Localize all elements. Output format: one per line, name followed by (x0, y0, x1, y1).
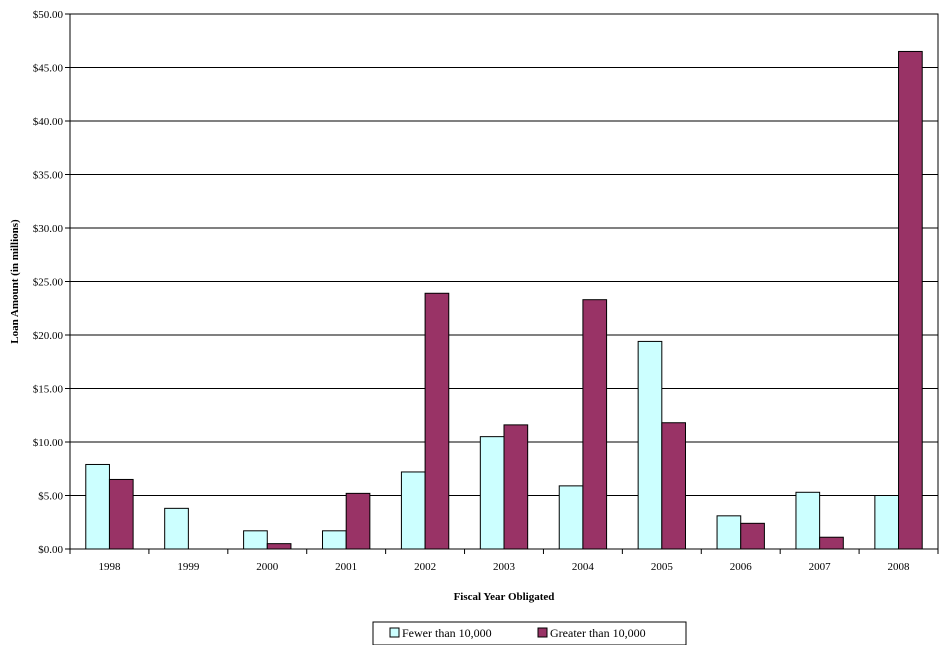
x-tick-label: 2000 (256, 561, 279, 573)
y-tick-label: $35.00 (33, 170, 64, 182)
bar (819, 536, 844, 550)
x-tick-label: 1999 (177, 561, 200, 573)
legend-label: Fewer than 10,000 (402, 626, 492, 640)
x-tick-label: 2004 (572, 561, 595, 573)
x-tick-label: 2001 (335, 561, 357, 573)
bar (243, 530, 268, 550)
legend: Fewer than 10,000 Greater than 10,000 (372, 621, 687, 645)
bar (85, 463, 110, 550)
y-tick-label: $40.00 (33, 116, 64, 128)
y-tick-label: $20.00 (33, 330, 64, 342)
x-tick-label: 2006 (730, 561, 753, 573)
legend-swatch (537, 627, 548, 638)
bar (795, 491, 821, 550)
bar (716, 515, 742, 550)
bar (740, 522, 765, 550)
y-axis: $0.00 $5.00 $10.00 $15.00 $20.00 $25.00 $30.00… (33, 9, 70, 556)
legend-swatch (389, 627, 400, 638)
bar (503, 424, 529, 550)
x-tick-label: 2005 (651, 561, 674, 573)
x-tick-label: 2002 (414, 561, 436, 573)
x-tick-label: 2007 (809, 561, 832, 573)
bar (661, 422, 686, 550)
y-axis-title: Loan Amount (in millions) (9, 219, 21, 344)
x-tick-label: 1998 (98, 561, 121, 573)
bars (85, 50, 923, 550)
bar (322, 530, 347, 550)
bar (898, 50, 923, 550)
y-tick-label: $45.00 (33, 63, 64, 75)
legend-box (372, 621, 687, 645)
y-tick-label: $50.00 (33, 9, 64, 21)
y-tick-label: $10.00 (33, 437, 64, 449)
legend-label: Greater than 10,000 (550, 626, 646, 640)
x-axis: 1998 1999 2000 2001 2002 2003 2004 2005 2006 2007… (69, 549, 939, 573)
y-tick-label: $0.00 (38, 544, 63, 556)
y-tick-label: $5.00 (38, 491, 63, 503)
bar (266, 543, 292, 550)
x-axis-title: Fiscal Year Obligated (454, 591, 555, 603)
gridlines (70, 67, 938, 496)
bar (164, 507, 189, 550)
bar (400, 471, 426, 550)
x-tick-label: 2008 (888, 561, 911, 573)
y-tick-label: $30.00 (33, 223, 64, 235)
bar (558, 485, 584, 550)
y-tick-label: $15.00 (33, 384, 64, 396)
y-tick-label: $25.00 (33, 277, 64, 289)
bar (424, 292, 450, 550)
bar (874, 495, 900, 550)
bar (108, 478, 134, 550)
bar (582, 299, 608, 550)
x-tick-label: 2003 (493, 561, 516, 573)
bar (637, 340, 663, 550)
bar (479, 436, 505, 550)
bar (345, 492, 371, 550)
